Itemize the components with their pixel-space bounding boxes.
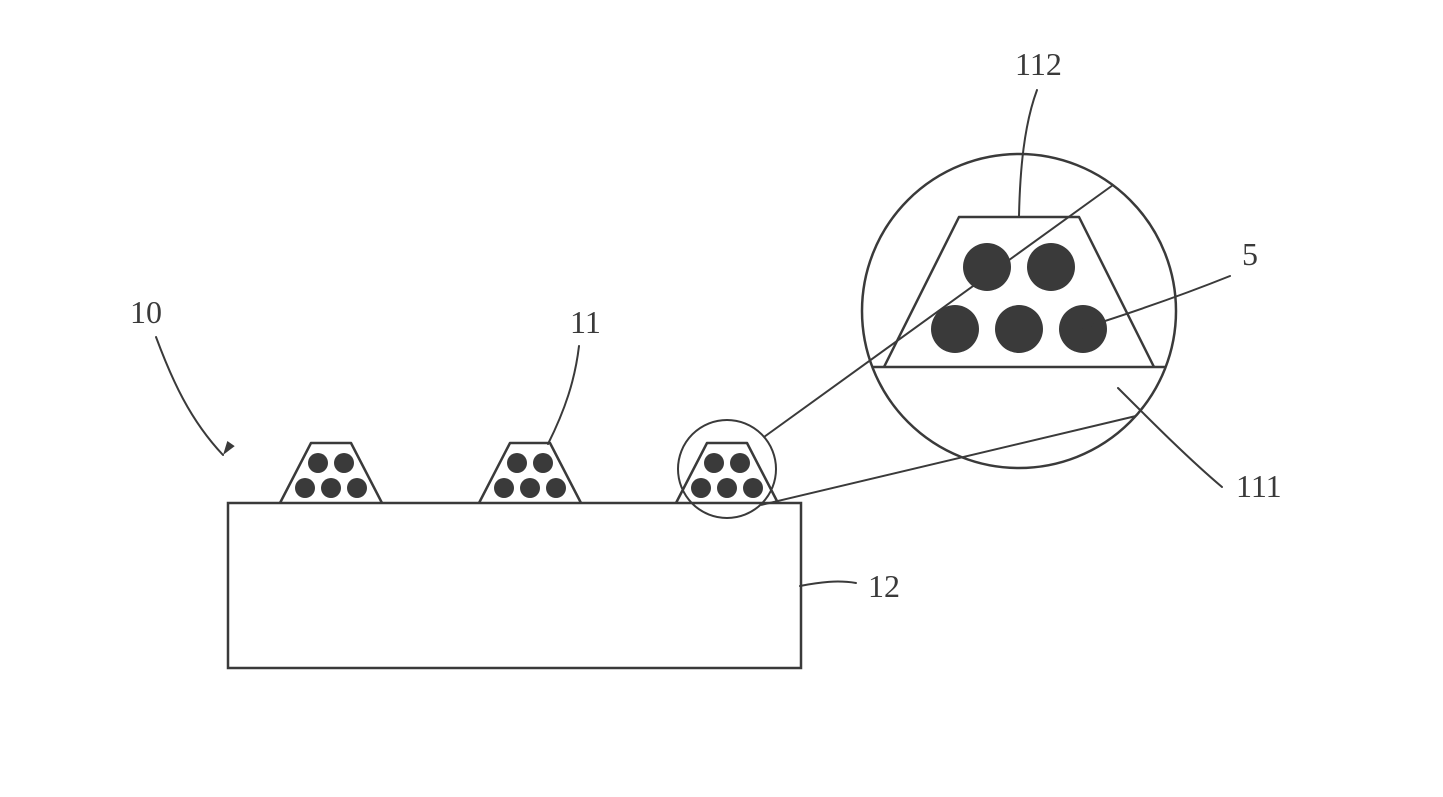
particle-dot [507,453,527,473]
particle-dot [347,478,367,498]
leader-line [1083,276,1230,328]
particle-dot [334,453,354,473]
ref-label-12: 12 [868,568,900,604]
callout-line [761,416,1136,505]
particle-dot [494,478,514,498]
ref-label-5: 5 [1242,236,1258,272]
substrate [228,503,801,668]
arrowhead-icon [223,441,235,455]
particle-dot [546,478,566,498]
particle-dot [295,478,315,498]
particle-dot [691,478,711,498]
detail-view [862,217,1176,367]
ref-label-10: 10 [130,294,162,330]
particle-dot-enlarged [995,305,1043,353]
ref-label-112: 112 [1015,46,1062,82]
leader-arrow [156,337,223,455]
particle-dot [533,453,553,473]
ref-label-111: 111 [1236,468,1282,504]
particle-dot [704,453,724,473]
technical-diagram: 10 11 12 112 5 111 [0,0,1443,797]
particle-dot-enlarged [931,305,979,353]
callout-line [764,185,1113,437]
particle-dot-enlarged [1059,305,1107,353]
leader-line [800,582,856,586]
particle-dot [730,453,750,473]
particle-dot [717,478,737,498]
leader-line [1118,388,1222,487]
particle-dot [321,478,341,498]
ref-label-11: 11 [570,304,601,340]
particle-dot-enlarged [1027,243,1075,291]
particle-dot [520,478,540,498]
particle-dot [308,453,328,473]
particle-dot [743,478,763,498]
particle-dot-enlarged [963,243,1011,291]
leader-line [548,346,579,444]
